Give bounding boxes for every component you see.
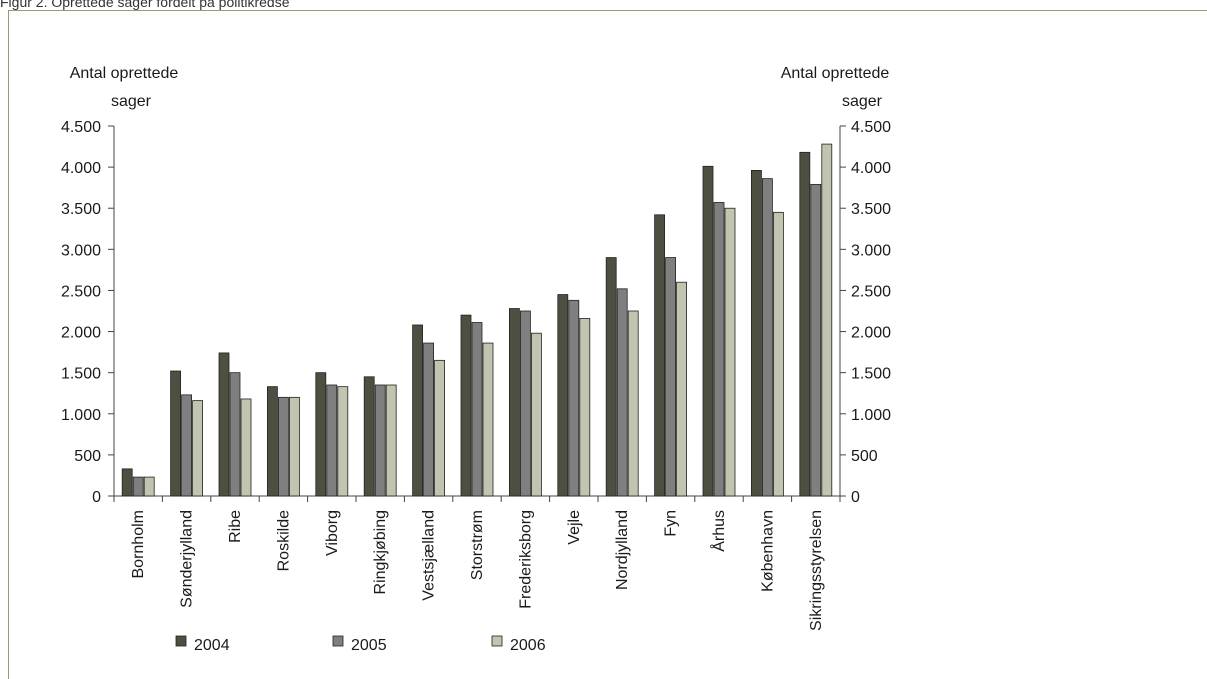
legend-label-2005: 2005: [351, 637, 387, 654]
bar-2004-14: [799, 151, 811, 497]
bar-2004-7: [460, 314, 472, 497]
figure-caption: Figur 2. Oprettede sager fordelt på poli…: [0, 0, 290, 10]
category-label: Sønderjylland: [179, 510, 196, 608]
bar-2006-12: [724, 207, 736, 497]
bar-2004-0: [121, 468, 133, 497]
legend-swatch-2005: [332, 635, 344, 647]
category-label: Ringkjøbing: [372, 510, 389, 594]
bar-2004-12: [702, 165, 714, 497]
chart-frame: [8, 10, 1207, 679]
category-label: Sikringsstyrelsen: [808, 510, 825, 631]
right-axis-title-line1: Antal oprettede: [781, 65, 890, 82]
left-tick-label: 500: [74, 448, 101, 465]
right-tick-label: 1.500: [851, 366, 891, 383]
bar-2006-2: [240, 398, 252, 497]
right-tick-label: 500: [851, 448, 878, 465]
bar-2005-4: [326, 384, 338, 497]
left-tick-label: 4.500: [61, 119, 101, 136]
left-tick-label: 1.500: [61, 366, 101, 383]
bar-2004-3: [266, 386, 278, 497]
right-tick-label: 3.000: [851, 242, 891, 259]
legend-swatch-2006: [491, 635, 503, 647]
bar-2004-13: [751, 169, 762, 497]
legend: 2004 2005 2006: [175, 635, 546, 654]
right-tick-label: 3.500: [851, 201, 891, 218]
bar-2006-7: [482, 342, 494, 497]
bar-2006-6: [434, 359, 446, 497]
bar-2005-13: [762, 178, 773, 497]
category-label: Nordjylland: [614, 510, 631, 590]
bar-2004-5: [363, 376, 375, 497]
axes: 0 0 500 500 1.000 1.000 1.500 1.500 2.000 2.000 2.…: [61, 119, 891, 506]
bar-2006-5: [385, 384, 397, 497]
bar-2005-9: [568, 299, 580, 497]
bar-2006-4: [337, 386, 349, 497]
bar-2004-8: [508, 308, 520, 497]
category-label: Vestsjælland: [421, 510, 438, 601]
bar-2005-8: [520, 310, 531, 497]
right-tick-label: 4.000: [851, 160, 891, 177]
legend-label-2004: 2004: [194, 637, 230, 654]
bar-2006-10: [627, 310, 639, 497]
left-tick-label: 4.000: [61, 160, 101, 177]
bar-2005-11: [665, 257, 676, 497]
right-tick-label: 2.000: [851, 325, 891, 342]
category-labels: Bornholm Sønderjylland Ribe Roskilde Viborg R…: [130, 510, 825, 631]
left-tick-label: 2.000: [61, 325, 101, 342]
left-tick-label: 3.500: [61, 201, 101, 218]
bar-2006-14: [821, 143, 833, 497]
category-label: Ribe: [227, 510, 244, 543]
category-label: Bornholm: [130, 510, 147, 578]
legend-swatch-2004: [175, 635, 187, 647]
bar-2004-1: [170, 370, 182, 497]
bar-2005-10: [616, 288, 628, 497]
bar-2004-2: [218, 352, 230, 497]
category-label: Frederiksborg: [517, 510, 534, 609]
category-label: Vejle: [566, 510, 583, 545]
left-axis-title-line1: Antal oprettede: [70, 65, 179, 82]
bar-2006-0: [143, 476, 155, 497]
left-tick-label: 3.000: [61, 242, 101, 259]
bar-2006-1: [192, 400, 204, 497]
category-label: Viborg: [324, 510, 341, 556]
right-axis-title: Antal oprettede sager: [781, 65, 890, 110]
bar-2005-2: [229, 372, 241, 497]
bar-2006-8: [531, 332, 542, 497]
category-label: Storstrøm: [469, 510, 486, 580]
left-axis-title-line2: sager: [111, 93, 152, 110]
right-tick-label: 2.500: [851, 283, 891, 300]
left-tick-label: 1.000: [61, 407, 101, 424]
category-label: Århus: [709, 510, 728, 552]
right-tick-label: 0: [851, 489, 860, 506]
bar-2005-14: [810, 183, 822, 497]
bar-2005-7: [471, 322, 483, 497]
left-tick-label: 0: [92, 489, 101, 506]
category-label: Fyn: [663, 510, 680, 537]
bar-2005-6: [423, 342, 435, 497]
bar-2006-9: [579, 317, 591, 497]
category-label: København: [759, 510, 776, 592]
bars: [121, 143, 833, 497]
left-axis-title: Antal oprettede sager: [70, 65, 179, 110]
bar-2005-0: [132, 476, 144, 497]
bar-2004-10: [605, 257, 617, 497]
bar-2004-9: [557, 294, 569, 497]
right-tick-label: 1.000: [851, 407, 891, 424]
bar-2006-13: [773, 211, 784, 497]
bar-2004-4: [315, 372, 327, 497]
bar-2005-12: [713, 202, 725, 497]
category-label: Roskilde: [275, 510, 292, 571]
right-axis-title-line2: sager: [842, 93, 883, 110]
bar-2005-3: [277, 396, 289, 497]
bar-2005-5: [374, 384, 386, 497]
bar-2004-11: [654, 214, 665, 497]
legend-label-2006: 2006: [510, 637, 546, 654]
bar-2005-1: [181, 394, 193, 497]
bar-2006-3: [288, 396, 300, 497]
bar-2004-6: [412, 324, 424, 497]
left-tick-label: 2.500: [61, 283, 101, 300]
bar-2006-11: [676, 281, 687, 497]
right-tick-label: 4.500: [851, 119, 891, 136]
